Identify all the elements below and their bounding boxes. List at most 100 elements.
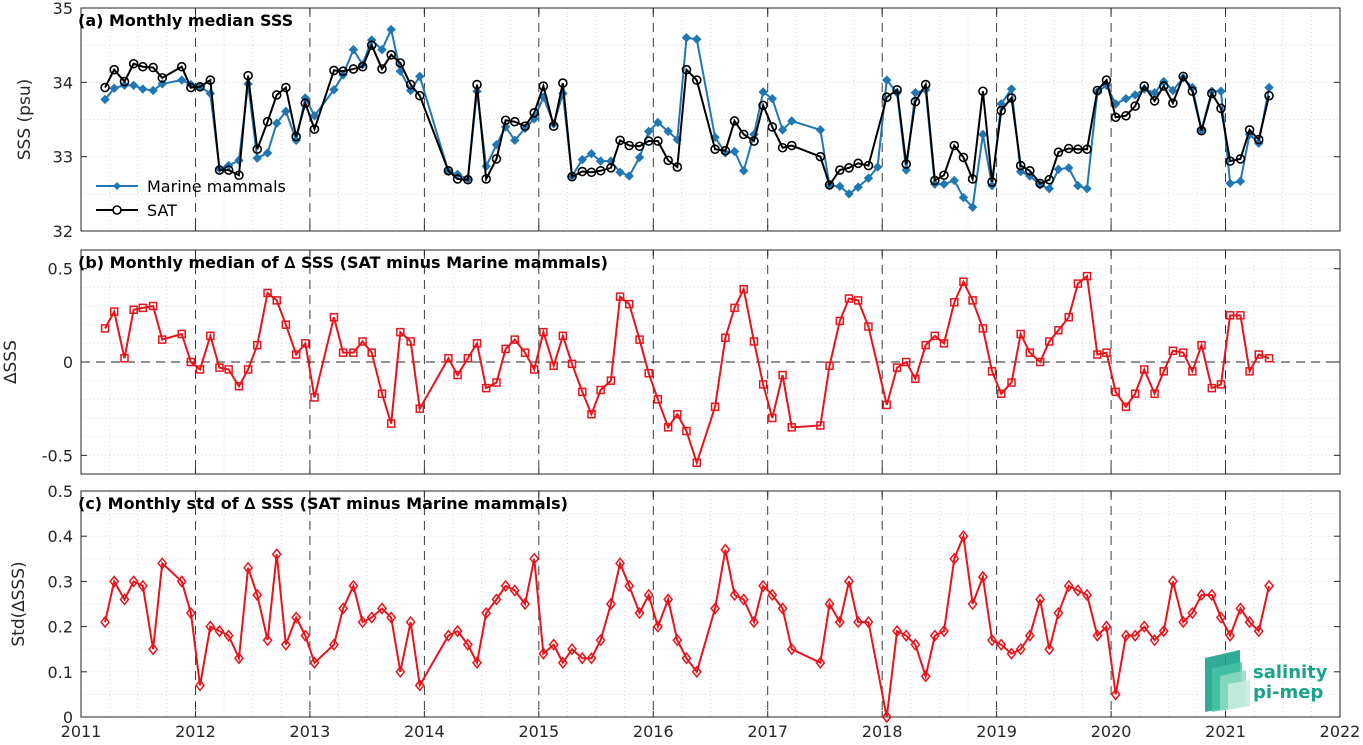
data-point <box>996 105 1007 116</box>
data-point <box>901 159 912 169</box>
data-point <box>234 382 244 391</box>
data-point <box>949 552 960 566</box>
data-point <box>1130 389 1140 398</box>
data-point <box>1187 606 1198 620</box>
data-point <box>777 142 788 153</box>
data-point <box>643 126 654 137</box>
data-point <box>834 615 845 629</box>
data-point <box>138 84 148 94</box>
data-point <box>138 303 148 313</box>
data-point <box>1121 93 1131 104</box>
legend-marker <box>113 182 121 190</box>
data-point <box>958 192 969 203</box>
data-point <box>443 629 454 642</box>
data-point <box>1082 588 1093 602</box>
data-point <box>720 145 731 156</box>
data-point <box>844 189 854 199</box>
data-point <box>148 301 158 311</box>
data-point <box>529 365 539 374</box>
data-point <box>930 331 940 341</box>
data-point <box>710 402 720 412</box>
data-point <box>978 86 988 97</box>
data-point <box>910 96 921 107</box>
data-point <box>615 292 625 301</box>
data-point <box>329 312 339 322</box>
data-point <box>853 615 864 629</box>
data-point <box>215 363 224 372</box>
data-point <box>1053 164 1064 175</box>
data-point <box>844 163 854 173</box>
data-point <box>939 624 949 638</box>
data-point <box>1196 588 1207 602</box>
data-point <box>414 679 425 692</box>
y-axis-label: SSS (psu) <box>15 79 35 160</box>
data-point <box>787 423 797 432</box>
data-point <box>844 575 854 588</box>
data-point <box>815 125 826 135</box>
data-point <box>1158 624 1169 638</box>
data-point <box>100 324 110 333</box>
data-point <box>663 423 673 432</box>
data-point <box>252 144 263 155</box>
data-point <box>148 85 158 96</box>
salinity-pimep-logo-icon <box>1205 650 1250 712</box>
data-point <box>595 165 606 176</box>
data-point <box>1225 178 1235 189</box>
data-point <box>996 638 1007 651</box>
data-point <box>635 335 644 344</box>
data-point <box>1064 312 1073 322</box>
data-point <box>882 75 892 85</box>
y-axis-label: Std(∆SSS) <box>9 561 29 646</box>
data-point <box>738 129 749 140</box>
data-point <box>129 305 138 314</box>
data-point <box>920 79 931 90</box>
data-point <box>577 652 588 665</box>
data-point <box>281 106 291 117</box>
data-point <box>1216 611 1226 624</box>
data-point <box>853 296 863 305</box>
data-point <box>911 374 920 384</box>
data-point <box>815 656 826 669</box>
data-point <box>1130 101 1140 111</box>
data-point <box>1140 365 1149 374</box>
data-point <box>444 354 453 363</box>
data-point <box>1101 620 1112 633</box>
data-point <box>481 383 491 393</box>
data-point <box>1158 81 1169 91</box>
data-point <box>595 156 606 166</box>
data-point <box>624 579 635 593</box>
data-point <box>271 548 282 561</box>
data-point <box>1207 88 1217 99</box>
data-point <box>1073 279 1083 288</box>
data-point <box>949 175 959 186</box>
data-point <box>1092 629 1103 642</box>
data-point <box>1063 579 1074 593</box>
data-point <box>863 615 874 629</box>
plot-border <box>80 7 1341 232</box>
plot-area <box>80 7 1341 232</box>
data-point <box>721 333 730 342</box>
data-point <box>1216 103 1226 114</box>
data-point <box>538 647 549 660</box>
y-tick-label: 0 <box>63 708 73 727</box>
y-tick-label: 0.2 <box>48 618 73 637</box>
data-point <box>509 584 520 597</box>
data-point <box>158 335 167 344</box>
data-point <box>138 61 148 72</box>
data-point <box>1264 354 1274 363</box>
x-tick-label: 2013 <box>290 722 331 741</box>
x-tick-label: 2019 <box>976 722 1017 741</box>
data-point <box>452 624 463 638</box>
y-tick-label: 0 <box>63 353 73 372</box>
data-point <box>1121 110 1131 121</box>
data-point <box>386 24 396 35</box>
data-point <box>300 98 311 108</box>
data-point <box>749 337 759 346</box>
data-point <box>692 458 702 468</box>
data-point <box>959 277 968 286</box>
data-point <box>767 588 778 602</box>
data-point <box>710 144 720 155</box>
data-point <box>978 129 988 140</box>
data-point <box>967 597 978 611</box>
